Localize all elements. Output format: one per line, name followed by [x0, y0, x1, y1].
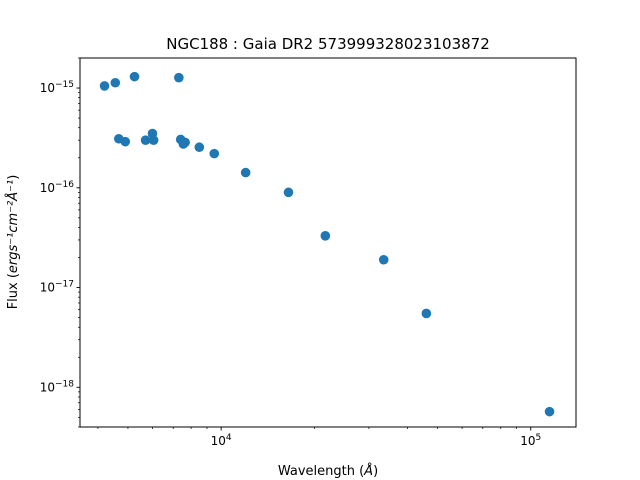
- x-axis-label: Wavelength (Å): [278, 463, 378, 479]
- data-point-13: [194, 142, 205, 153]
- y-axis-label-text: Flux (: [6, 273, 21, 309]
- y-tick-exponent: −16: [55, 180, 74, 190]
- data-point-3: [129, 71, 140, 82]
- data-point-12: [180, 137, 190, 148]
- y-tick-base: 10: [40, 181, 55, 195]
- y-axis-label: Flux (ergs⁻¹cm⁻²Å⁻¹): [5, 175, 21, 310]
- data-point-2: [110, 77, 121, 88]
- x-tick-base: 10: [520, 434, 535, 448]
- x-tick-base: 10: [211, 434, 226, 448]
- x-axis-label-symbol: Å: [363, 463, 373, 479]
- data-point-18: [378, 254, 389, 265]
- data-point-19: [421, 308, 432, 319]
- y-axis-label-close: ): [6, 175, 21, 180]
- data-point-16: [283, 187, 294, 198]
- x-tick-label: 104: [211, 433, 232, 448]
- y-tick-base: 10: [40, 380, 55, 394]
- x-axis-label-close: ): [373, 464, 378, 479]
- y-tick-label: 10−15: [40, 80, 74, 95]
- y-tick-label: 10−18: [40, 379, 75, 394]
- data-point-15: [240, 167, 251, 178]
- y-tick-label: 10−16: [40, 180, 75, 195]
- y-axis-label-math: ergs⁻¹cm⁻²Å⁻¹: [5, 180, 21, 273]
- data-point-4: [174, 72, 184, 83]
- x-tick-exponent: 4: [226, 433, 232, 443]
- data-point-20: [544, 406, 555, 417]
- y-tick-exponent: −17: [55, 280, 74, 290]
- y-tick-exponent: −18: [55, 379, 74, 389]
- y-tick-label: 10−17: [40, 280, 74, 295]
- y-tick-exponent: −15: [55, 80, 74, 90]
- x-tick-label: 105: [520, 433, 541, 448]
- x-axis-label-text: Wavelength (: [278, 464, 364, 479]
- y-tick-base: 10: [40, 281, 55, 295]
- x-tick-exponent: 5: [536, 433, 542, 443]
- plot-frame: [79, 57, 577, 428]
- chart-title: NGC188 : Gaia DR2 573999328023103872: [166, 35, 490, 53]
- y-tick-base: 10: [40, 81, 55, 95]
- data-point-14: [209, 148, 220, 159]
- data-point-6: [120, 136, 131, 147]
- data-point-7: [140, 135, 151, 145]
- data-point-1: [99, 81, 110, 91]
- plot-background: [80, 58, 576, 427]
- data-points: [99, 71, 555, 417]
- x-axis-ticks: 104 105: [97, 427, 541, 448]
- data-point-17: [320, 231, 331, 241]
- data-point-9: [148, 135, 159, 145]
